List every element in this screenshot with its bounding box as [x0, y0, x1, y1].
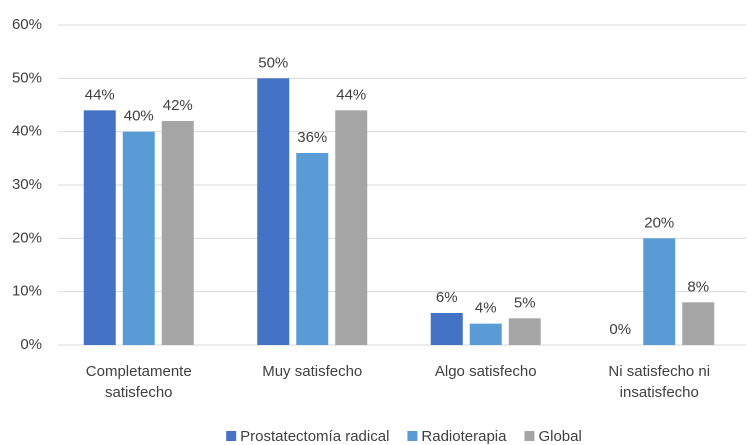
data-label: 4% [475, 300, 497, 317]
bar [296, 153, 329, 345]
bar [161, 121, 194, 345]
x-tick-label: Ni satisfecho ni insatisfecho [608, 363, 710, 401]
legend-label: Radioterapia [421, 428, 507, 445]
y-tick-label: 40% [12, 123, 42, 140]
legend-label: Global [538, 428, 581, 445]
data-label: 0% [609, 321, 631, 338]
y-tick-label: 10% [12, 283, 42, 300]
data-label: 5% [514, 294, 536, 311]
legend-label: Prostatectomía radical [240, 428, 389, 445]
data-label: 40% [124, 108, 154, 125]
legend-swatch [524, 431, 535, 441]
x-tick-label: Algo satisfecho [435, 363, 537, 380]
data-label: 50% [258, 54, 288, 71]
bar [682, 302, 715, 345]
bar [643, 238, 676, 345]
bar [469, 323, 502, 345]
x-tick-label: Completamente satisfecho [86, 363, 192, 401]
bar [508, 318, 541, 345]
x-tick-label: Muy satisfecho [262, 363, 362, 380]
y-tick-label: 60% [12, 16, 42, 33]
legend-swatch [226, 431, 237, 441]
bar [122, 131, 155, 345]
bar [430, 313, 463, 345]
data-label: 8% [687, 278, 709, 295]
legend-swatch [407, 431, 418, 441]
data-label: 20% [644, 214, 674, 231]
data-label: 44% [85, 86, 115, 103]
y-tick-label: 20% [12, 229, 42, 246]
data-label: 36% [297, 129, 327, 146]
y-tick-label: 0% [20, 336, 42, 353]
data-label: 44% [336, 86, 366, 103]
data-label: 6% [436, 289, 458, 306]
bar [83, 110, 116, 345]
bar [335, 110, 368, 345]
y-tick-label: 50% [12, 69, 42, 86]
bar [257, 78, 290, 345]
y-tick-label: 30% [12, 176, 42, 193]
data-label: 42% [163, 97, 193, 114]
